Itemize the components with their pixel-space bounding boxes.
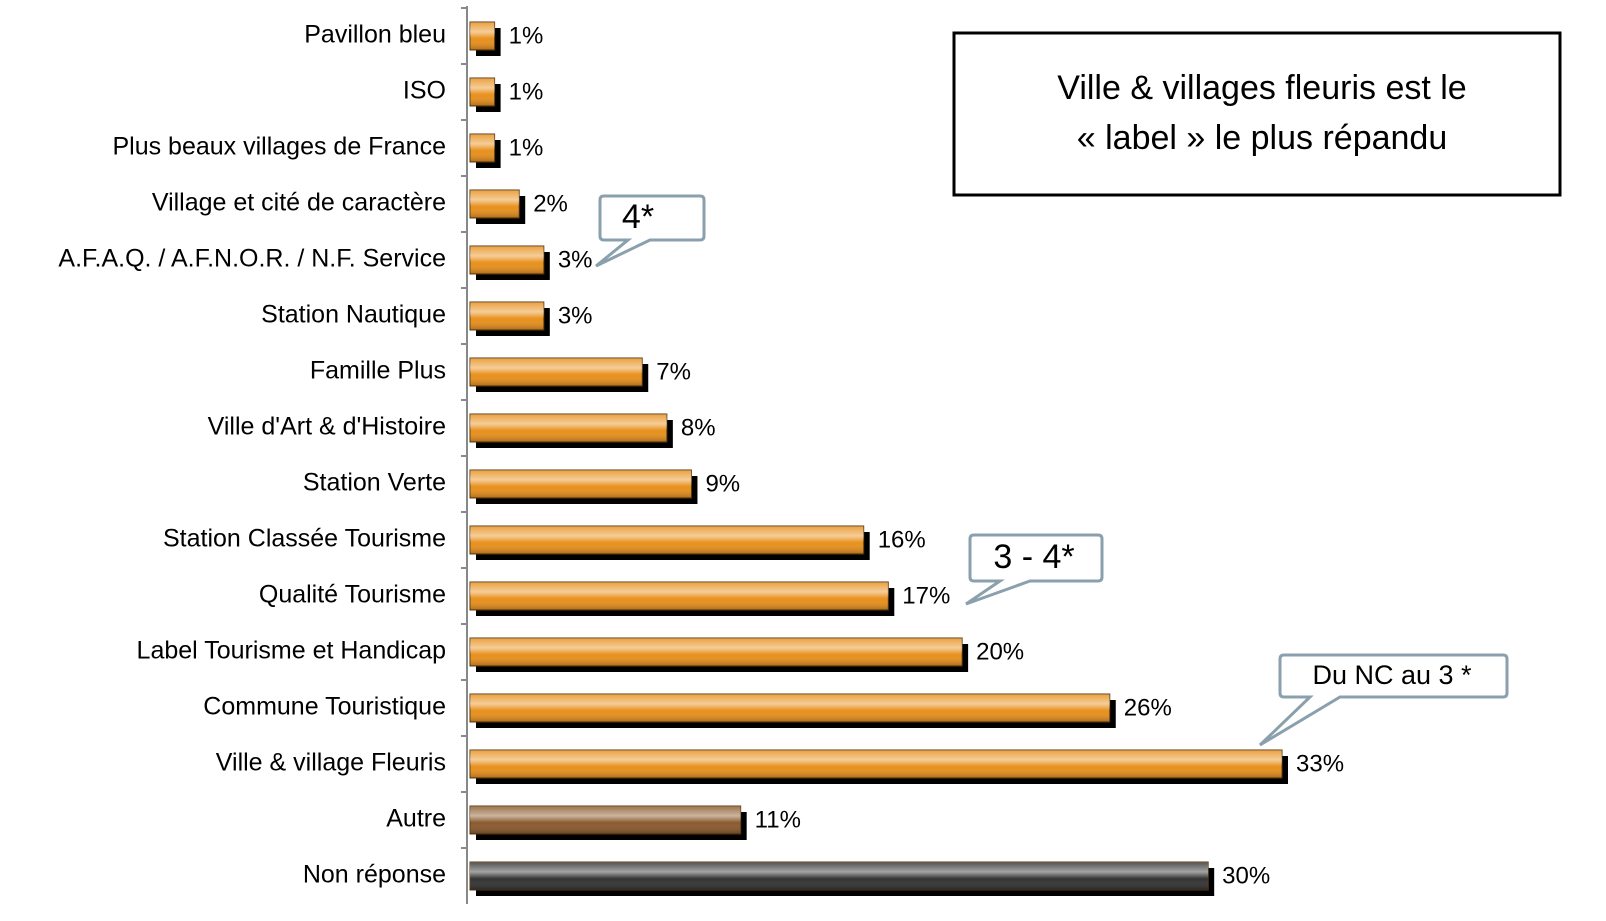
bar-highlight (470, 862, 1209, 890)
data-label: 20% (976, 638, 1024, 665)
bar-highlight (470, 526, 864, 554)
bar-highlight (470, 22, 495, 50)
y-tick-label: Commune Touristique (203, 693, 446, 721)
data-label: 26% (1124, 694, 1172, 721)
data-label: 3% (558, 302, 593, 329)
annotation-text: « label » le plus répandu (1077, 119, 1448, 157)
y-tick-label: ISO (403, 77, 446, 105)
y-tick-label: Village et cité de caractère (152, 189, 446, 217)
callout: Du NC au 3 * (1258, 653, 1509, 747)
bar-highlight (470, 806, 741, 834)
y-tick-label: Ville & village Fleuris (216, 749, 446, 777)
bar-highlight (470, 134, 495, 162)
callout-text: 4* (622, 198, 654, 236)
bar-highlight (470, 638, 963, 666)
y-tick-label: Famille Plus (310, 357, 446, 385)
y-tick-label: Station Classée Tourisme (163, 525, 446, 553)
data-label: 8% (681, 414, 716, 441)
annotation-box (952, 31, 1562, 197)
data-label: 7% (656, 358, 691, 385)
y-tick-label: Qualité Tourisme (259, 581, 446, 609)
data-label: 30% (1222, 862, 1270, 889)
bar-highlight (470, 246, 544, 274)
callout: 4* (595, 194, 706, 268)
y-tick-label: Station Nautique (261, 301, 446, 329)
data-label: 11% (755, 806, 801, 833)
bar-highlight (470, 358, 643, 386)
bar-highlight (470, 750, 1282, 778)
bar-highlight (470, 190, 520, 218)
bar-highlight (470, 582, 889, 610)
callout-text: Du NC au 3 * (1312, 660, 1472, 690)
callout-text: 3 - 4* (993, 538, 1074, 576)
data-label: 17% (902, 582, 950, 609)
bar-highlight (470, 470, 692, 498)
y-tick-label: Ville d'Art & d'Histoire (208, 413, 446, 441)
y-tick-label: Label Tourisme et Handicap (137, 637, 446, 665)
y-tick-label: Autre (386, 805, 446, 833)
data-label: 16% (878, 526, 926, 553)
y-tick-label: A.F.A.Q. / A.F.N.O.R. / N.F. Service (58, 245, 446, 273)
data-label: 3% (558, 246, 593, 273)
data-label: 33% (1296, 750, 1344, 777)
bar-highlight (470, 302, 544, 330)
y-tick-label: Plus beaux villages de France (112, 133, 446, 161)
data-label: 2% (533, 190, 568, 217)
data-label: 1% (509, 78, 544, 105)
annotation-text: Ville & villages fleuris est le (1057, 69, 1466, 107)
data-label: 9% (705, 470, 740, 497)
callout: 3 - 4* (965, 533, 1104, 606)
data-label: 1% (509, 22, 544, 49)
bar-highlight (470, 414, 667, 442)
y-tick-label: Non réponse (303, 861, 446, 889)
y-tick-label: Pavillon bleu (304, 21, 446, 49)
y-tick-label: Station Verte (303, 469, 446, 497)
bar-highlight (470, 694, 1110, 722)
data-label: 1% (509, 134, 544, 161)
bar-highlight (470, 78, 495, 106)
